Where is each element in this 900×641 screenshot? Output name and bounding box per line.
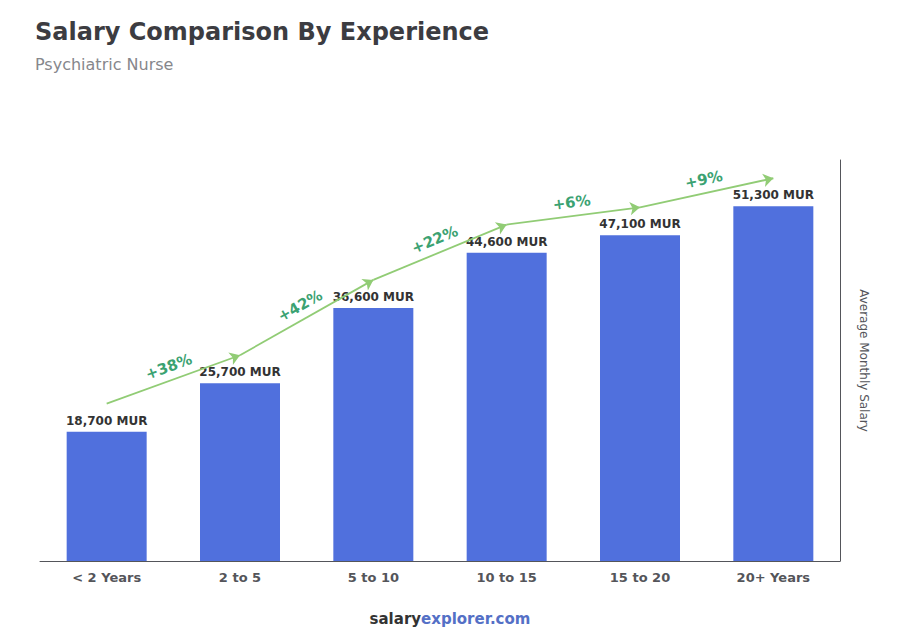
svg-text:20+ Years: 20+ Years xyxy=(737,570,811,585)
svg-text:5 to 10: 5 to 10 xyxy=(348,570,399,585)
svg-text:15 to 20: 15 to 20 xyxy=(610,570,670,585)
svg-text:+6%: +6% xyxy=(552,191,592,214)
svg-text:Salary Comparison By Experienc: Salary Comparison By Experience xyxy=(35,18,489,46)
svg-text:+22%: +22% xyxy=(409,222,461,257)
svg-text:salary: salary xyxy=(370,610,422,628)
svg-text:+42%: +42% xyxy=(274,286,325,326)
svg-text:2 to 5: 2 to 5 xyxy=(219,570,261,585)
svg-text:44,600 MUR: 44,600 MUR xyxy=(466,234,548,249)
svg-text:51,300 MUR: 51,300 MUR xyxy=(733,188,814,202)
svg-text:+9%: +9% xyxy=(683,167,724,193)
svg-text:+38%: +38% xyxy=(143,350,195,383)
svg-text:25,700 MUR: 25,700 MUR xyxy=(199,365,280,379)
svg-text:36,600 MUR: 36,600 MUR xyxy=(332,290,414,304)
svg-text:Psychiatric Nurse: Psychiatric Nurse xyxy=(35,55,173,74)
svg-text:10 to 15: 10 to 15 xyxy=(476,570,536,585)
svg-text:47,100 MUR: 47,100 MUR xyxy=(599,217,680,231)
svg-text:< 2 Years: < 2 Years xyxy=(72,570,141,585)
svg-text:Average Monthly Salary: Average Monthly Salary xyxy=(857,289,871,432)
svg-text:explorer.com: explorer.com xyxy=(421,610,530,628)
svg-text:18,700 MUR: 18,700 MUR xyxy=(66,414,147,428)
